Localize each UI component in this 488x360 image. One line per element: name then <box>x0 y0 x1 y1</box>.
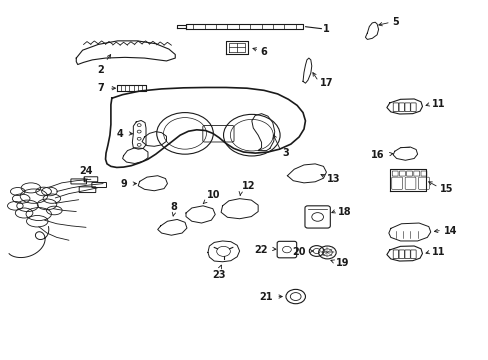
Text: 24: 24 <box>79 166 93 176</box>
Text: 5: 5 <box>392 17 399 27</box>
Text: 2: 2 <box>97 64 104 75</box>
Text: 18: 18 <box>337 207 351 217</box>
Text: 9: 9 <box>121 179 127 189</box>
Text: 23: 23 <box>211 270 225 280</box>
Text: 4: 4 <box>117 129 123 139</box>
Text: 15: 15 <box>439 184 452 194</box>
Text: 7: 7 <box>98 83 104 93</box>
Text: 16: 16 <box>371 150 384 160</box>
Text: 14: 14 <box>443 226 456 236</box>
Text: 12: 12 <box>241 181 255 192</box>
Text: 3: 3 <box>282 148 289 158</box>
Text: 11: 11 <box>431 247 445 257</box>
Text: 6: 6 <box>260 46 267 57</box>
Text: 13: 13 <box>327 174 340 184</box>
Text: 19: 19 <box>335 258 349 268</box>
Text: 1: 1 <box>322 24 328 35</box>
Text: 21: 21 <box>259 292 272 302</box>
Text: 11: 11 <box>431 99 445 109</box>
Text: 8: 8 <box>170 202 177 212</box>
Text: 10: 10 <box>206 190 220 201</box>
Text: 20: 20 <box>291 247 305 257</box>
Text: 22: 22 <box>254 244 267 255</box>
Text: 17: 17 <box>320 78 333 88</box>
